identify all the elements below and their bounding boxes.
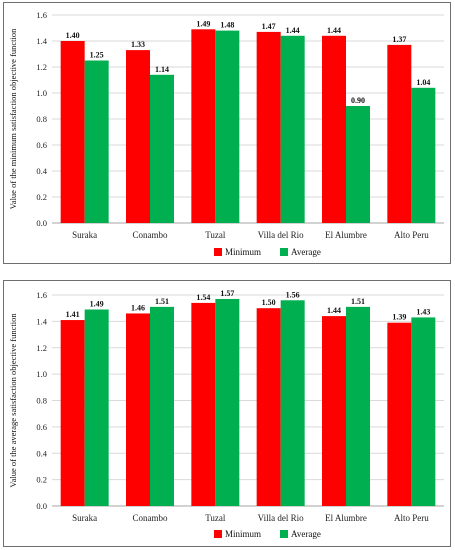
- data-label: 1.51: [351, 297, 365, 306]
- data-label: 1.44: [286, 26, 300, 35]
- y-tick-label: 0.4: [36, 166, 47, 176]
- y-tick-label: 0.4: [36, 448, 47, 458]
- data-label: 1.37: [392, 35, 406, 44]
- y-tick-label: 1.0: [36, 88, 47, 98]
- legend-swatch-average: [280, 530, 288, 538]
- x-category-label: Suraka: [72, 230, 97, 240]
- data-label: 1.40: [66, 31, 80, 40]
- data-label: 0.90: [351, 96, 365, 105]
- bar-average-alto-peru: [411, 87, 436, 223]
- y-tick-label: 0.2: [36, 192, 47, 202]
- legend-label-average: Average: [291, 529, 321, 539]
- y-tick-label: 0.8: [36, 114, 47, 124]
- bar-minimum-conambo: [126, 313, 150, 506]
- bar-average-alto-peru: [411, 317, 436, 506]
- data-label: 1.54: [196, 293, 210, 302]
- legend-swatch-minimum: [214, 248, 222, 256]
- data-label: 1.46: [131, 303, 145, 312]
- bar-minimum-suraka: [60, 320, 85, 506]
- bar-minimum-villa-del-rio: [256, 31, 281, 224]
- y-tick-label: 1.0: [36, 369, 47, 379]
- x-category-label: Conambo: [133, 230, 168, 240]
- data-label: 1.44: [327, 26, 341, 35]
- y-tick-label: 1.4: [36, 316, 47, 326]
- data-label: 1.41: [66, 310, 80, 319]
- bar-average-villa-del-rio: [280, 300, 305, 506]
- y-axis-label: Value of the minimum satisfaction object…: [8, 28, 18, 210]
- y-tick-label: 0.0: [36, 218, 47, 228]
- data-label: 1.47: [262, 22, 276, 31]
- bar-average-suraka: [84, 60, 109, 223]
- y-tick-label: 1.2: [36, 62, 47, 72]
- y-tick-label: 0.6: [36, 422, 47, 432]
- data-label: 1.33: [131, 40, 145, 49]
- y-tick-label: 0.6: [36, 140, 47, 150]
- data-label: 1.50: [262, 298, 276, 307]
- chart-panel-average: 0.0 0.2 0.4 0.6 0.8 1.0 1.2 1.4 1.6 Value of the …: [3, 280, 451, 547]
- bar-minimum-tuzal: [191, 302, 216, 506]
- y-axis-label: Value of the average satisfaction object…: [8, 313, 18, 488]
- bar-minimum-el-alumbre: [322, 316, 346, 506]
- y-tick-label: 1.6: [36, 290, 47, 300]
- chart-average-satisfaction: 0.0 0.2 0.4 0.6 0.8 1.0 1.2 1.4 1.6 Value of the …: [8, 289, 444, 539]
- data-label: 1.39: [392, 313, 406, 322]
- bar-minimum-tuzal: [191, 29, 216, 223]
- data-label: 1.49: [196, 19, 210, 28]
- x-category-label: Tuzal: [205, 230, 226, 240]
- x-category-label: El Alumbre: [325, 230, 367, 240]
- data-label: 1.14: [155, 65, 169, 74]
- bar-minimum-conambo: [126, 50, 150, 223]
- x-category-label: Tuzal: [205, 513, 226, 523]
- chart-minimum-satisfaction: 0.0 0.2 0.4 0.6 0.8 1.0 1.2 1.4 1.6 Value of the …: [8, 10, 444, 257]
- bar-minimum-alto-peru: [387, 44, 412, 224]
- bar-average-el-alumbre: [346, 306, 370, 506]
- bar-minimum-el-alumbre: [322, 35, 346, 223]
- data-label: 1.57: [220, 289, 234, 298]
- y-tick-label: 1.6: [36, 10, 47, 20]
- y-tick-label: 1.2: [36, 343, 47, 353]
- y-tick-label: 1.4: [36, 36, 47, 46]
- chart-panel-minimum: 0.0 0.2 0.4 0.6 0.8 1.0 1.2 1.4 1.6 Value of the …: [3, 2, 451, 264]
- x-category-label: Conambo: [133, 513, 168, 523]
- legend-label-minimum: Minimum: [225, 247, 261, 257]
- legend-swatch-average: [280, 248, 288, 256]
- x-category-label: El Alumbre: [325, 513, 367, 523]
- bar-average-conambo: [150, 74, 174, 223]
- x-category-label: Alto Peru: [394, 230, 429, 240]
- bar-average-conambo: [150, 306, 174, 506]
- data-label: 1.25: [90, 51, 104, 60]
- data-label: 1.56: [286, 290, 300, 299]
- bar-minimum-villa-del-rio: [256, 308, 281, 506]
- bar-average-suraka: [84, 309, 109, 506]
- data-label: 1.49: [90, 300, 104, 309]
- data-label: 1.44: [327, 306, 341, 315]
- x-category-label: Villa del Rio: [258, 230, 304, 240]
- data-label: 1.04: [416, 78, 430, 87]
- x-category-label: Villa del Rio: [258, 513, 304, 523]
- bar-average-villa-del-rio: [280, 35, 305, 223]
- legend-label-minimum: Minimum: [225, 529, 261, 539]
- legend-label-average: Average: [291, 247, 321, 257]
- bar-average-tuzal: [215, 298, 240, 506]
- data-label: 1.51: [155, 297, 169, 306]
- x-category-label: Suraka: [72, 513, 97, 523]
- bar-minimum-suraka: [60, 41, 85, 223]
- bar-minimum-alto-peru: [387, 322, 412, 506]
- legend-swatch-minimum: [214, 530, 222, 538]
- bar-average-el-alumbre: [346, 106, 370, 223]
- x-category-label: Alto Peru: [394, 513, 429, 523]
- y-tick-label: 0.2: [36, 475, 47, 485]
- data-label: 1.48: [220, 21, 234, 30]
- bar-average-tuzal: [215, 30, 240, 223]
- y-tick-label: 0.8: [36, 396, 47, 406]
- y-tick-label: 0.0: [36, 501, 47, 511]
- data-label: 1.43: [416, 307, 430, 316]
